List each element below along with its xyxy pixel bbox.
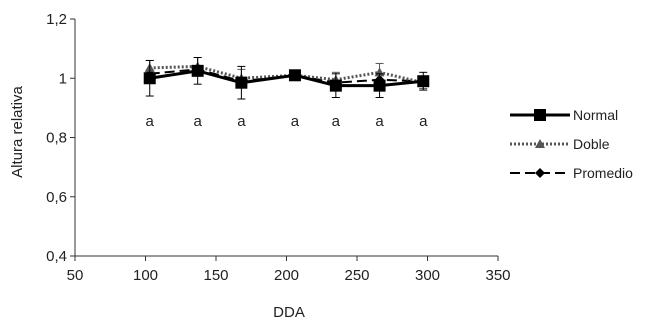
x-tick-label: 350 xyxy=(485,267,510,284)
data-point xyxy=(288,69,301,82)
series-layer xyxy=(143,57,430,100)
legend-marker xyxy=(535,139,545,148)
y-tick-label: 0,6 xyxy=(46,189,67,206)
legend-label: Doble xyxy=(573,136,610,152)
legend-item-promedio: Promedio xyxy=(510,165,633,181)
y-tick-label: 0,8 xyxy=(46,130,67,147)
axes-group xyxy=(74,19,498,257)
x-tick-label: 200 xyxy=(274,267,299,284)
data-point xyxy=(373,79,386,92)
data-point xyxy=(143,72,156,85)
data-point xyxy=(235,76,248,89)
y-tick-label: 0,4 xyxy=(46,248,67,265)
significance-letter: a xyxy=(332,113,341,130)
significance-letter: a xyxy=(419,113,428,130)
significance-letter: a xyxy=(237,113,246,130)
data-point xyxy=(417,75,430,88)
y-tick-label: 1,2 xyxy=(46,11,67,28)
data-point xyxy=(329,79,342,92)
x-ticks-group: 50 100 150 200 250 300 350 xyxy=(67,256,511,284)
significance-letter: a xyxy=(291,113,300,130)
legend-item-normal: Normal xyxy=(510,107,618,123)
series-normal xyxy=(143,57,430,100)
y-tick-label: 1 xyxy=(59,70,67,87)
legend-item-doble: Doble xyxy=(510,136,610,152)
x-tick-label: 250 xyxy=(344,267,369,284)
y-axis-title: Altura relativa xyxy=(9,85,26,177)
legend-label: Promedio xyxy=(573,165,633,181)
legend-label: Normal xyxy=(573,107,618,123)
y-ticks-group: 0,4 0,6 0,8 1 1,2 xyxy=(46,11,75,265)
x-axis-title: DDA xyxy=(273,304,305,321)
data-point xyxy=(191,64,204,77)
x-tick-label: 150 xyxy=(203,267,228,284)
legend-marker xyxy=(534,109,546,121)
significance-letter: a xyxy=(146,113,155,130)
x-tick-label: 100 xyxy=(133,267,158,284)
legend-marker xyxy=(535,168,545,178)
significance-letter: a xyxy=(193,113,202,130)
x-tick-label: 300 xyxy=(415,267,440,284)
significance-letter: a xyxy=(375,113,384,130)
legend: Normal Doble Promedio xyxy=(510,107,633,181)
x-tick-label: 50 xyxy=(67,267,84,284)
